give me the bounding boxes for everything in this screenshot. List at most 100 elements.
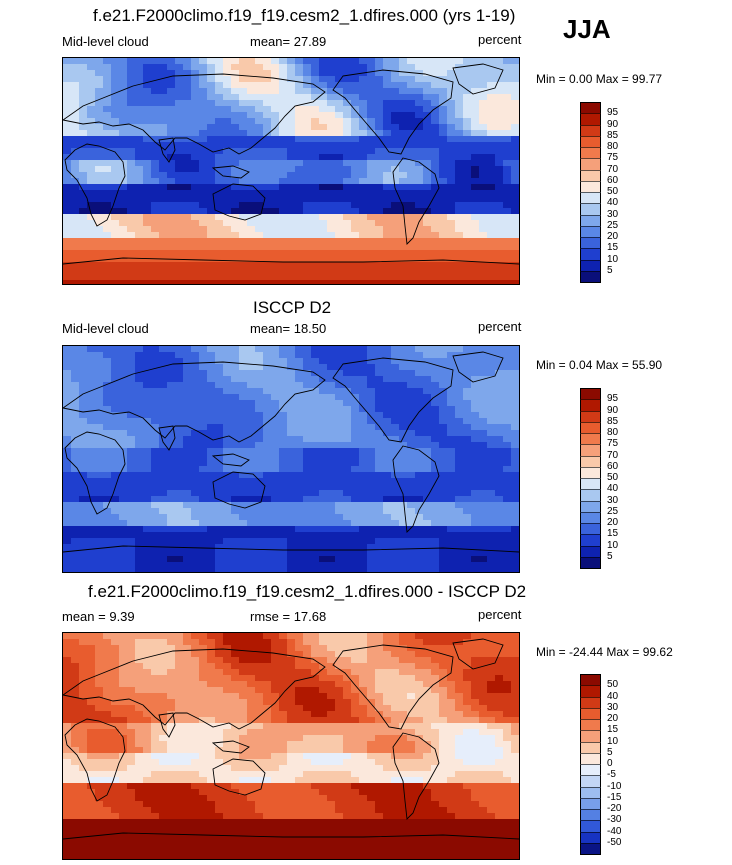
colorbar-swatch bbox=[580, 158, 601, 170]
panel-3-units-label: percent bbox=[478, 607, 522, 622]
colorbar-tick-label: 0 bbox=[607, 758, 613, 769]
coastline bbox=[63, 832, 519, 840]
colorbar-swatch bbox=[580, 764, 601, 776]
colorbar-tick-label: -20 bbox=[607, 803, 622, 814]
colorbar-swatch bbox=[580, 545, 601, 558]
colorbar-tick-label: 70 bbox=[607, 163, 619, 175]
coastline bbox=[63, 648, 326, 730]
colorbar-swatch bbox=[580, 113, 601, 125]
colorbar-tick-label: 75 bbox=[607, 152, 619, 164]
coastline bbox=[64, 718, 126, 802]
coastline bbox=[452, 638, 504, 670]
colorbar-tick-label: 80 bbox=[607, 141, 619, 152]
coastline bbox=[392, 157, 440, 245]
panel-1-map bbox=[62, 57, 520, 285]
colorbar-tick-label: 95 bbox=[607, 393, 619, 405]
colorbar-tick-label: 85 bbox=[607, 415, 619, 427]
colorbar-swatch bbox=[580, 786, 601, 799]
panel-1-mean-label: mean= 27.89 bbox=[250, 34, 327, 49]
colorbar-tick-label: 40 bbox=[607, 197, 619, 209]
colorbar-swatch bbox=[580, 192, 601, 204]
colorbar-tick-label: -50 bbox=[607, 836, 622, 848]
panel-3-colorbar: 50 40 30 20 15 10 5 0 -5 -10 -15 -20 -30 -40 -50 bbox=[580, 674, 640, 855]
colorbar-tick-label: 75 bbox=[607, 438, 619, 450]
colorbar-tick-label: 15 bbox=[607, 528, 619, 540]
colorbar-tick-label: -10 bbox=[607, 780, 622, 792]
colorbar-tick-label: 80 bbox=[607, 427, 619, 438]
coastline bbox=[64, 143, 126, 227]
colorbar-tick-label: 10 bbox=[607, 735, 619, 747]
coastline bbox=[64, 431, 126, 515]
coastline bbox=[332, 69, 454, 155]
panel-1-colorbar: 95 90 85 80 75 70 60 50 40 30 25 20 15 10 5 bbox=[580, 102, 640, 283]
colorbar-swatch bbox=[580, 421, 601, 434]
panel-1-minmax: Min = 0.00 Max = 99.77 bbox=[536, 72, 663, 86]
colorbar-tick-label: 90 bbox=[607, 404, 619, 416]
colorbar-tick-label: 20 bbox=[607, 231, 619, 242]
colorbar-swatch bbox=[580, 511, 601, 524]
panel-2-map bbox=[62, 345, 520, 573]
colorbar-swatch bbox=[580, 797, 601, 810]
coastline bbox=[452, 351, 504, 383]
colorbar-swatch bbox=[580, 730, 601, 742]
colorbar-swatch bbox=[580, 489, 601, 501]
panel-1-title: f.e21.F2000climo.f19_f19.cesm2_1.dfires.… bbox=[93, 6, 516, 25]
colorbar-swatch bbox=[580, 102, 601, 114]
colorbar-swatch bbox=[580, 248, 601, 260]
colorbar-swatch bbox=[580, 478, 601, 490]
coastline bbox=[158, 425, 176, 451]
coastline bbox=[158, 712, 176, 738]
coastline bbox=[158, 137, 176, 163]
colorbar-tick-label: 5 bbox=[607, 550, 613, 562]
colorbar-swatch bbox=[580, 203, 601, 215]
coastline bbox=[63, 361, 326, 443]
colorbar-tick-label: 60 bbox=[607, 174, 619, 186]
coastline bbox=[212, 471, 266, 509]
colorbar-swatch bbox=[580, 752, 601, 765]
colorbar-swatch bbox=[580, 270, 601, 283]
colorbar-swatch bbox=[580, 147, 601, 159]
coastline bbox=[63, 545, 519, 553]
colorbar-tick-label: 15 bbox=[607, 242, 619, 254]
colorbar-swatch bbox=[580, 556, 601, 569]
colorbar-swatch bbox=[580, 809, 601, 821]
colorbar-swatch bbox=[580, 820, 601, 832]
panel-3-map bbox=[62, 632, 520, 860]
colorbar-swatch bbox=[580, 388, 601, 400]
colorbar-swatch bbox=[580, 831, 601, 844]
panel-2-units-label: percent bbox=[478, 319, 522, 334]
colorbar-swatch bbox=[580, 259, 601, 272]
coastline bbox=[392, 732, 440, 820]
panel-1-variable-label: Mid-level cloud bbox=[62, 34, 149, 49]
colorbar-tick-label: -15 bbox=[607, 791, 622, 803]
coastline bbox=[211, 165, 250, 179]
colorbar-tick-label: 90 bbox=[607, 118, 619, 130]
coastline bbox=[211, 740, 250, 754]
colorbar-swatch bbox=[580, 685, 601, 697]
colorbar-tick-label: 85 bbox=[607, 129, 619, 141]
panel-2-variable-label: Mid-level cloud bbox=[62, 321, 149, 336]
coastline bbox=[332, 644, 454, 730]
colorbar-swatch bbox=[580, 180, 601, 193]
coastline bbox=[63, 73, 326, 155]
colorbar-tick-label: 30 bbox=[607, 208, 619, 220]
colorbar-swatch bbox=[580, 674, 601, 686]
colorbar-tick-label: 50 bbox=[607, 186, 619, 197]
colorbar-tick-label: 40 bbox=[607, 483, 619, 495]
colorbar-tick-label: 70 bbox=[607, 449, 619, 461]
colorbar-tick-label: -30 bbox=[607, 814, 622, 826]
colorbar-swatch bbox=[580, 124, 601, 137]
panel-3-mean-label: mean = 9.39 bbox=[62, 609, 135, 624]
colorbar-tick-label: 25 bbox=[607, 219, 619, 231]
colorbar-swatch bbox=[580, 214, 601, 227]
colorbar-swatch bbox=[580, 399, 601, 411]
colorbar-swatch bbox=[580, 741, 601, 754]
season-label: JJA bbox=[563, 14, 611, 44]
colorbar-tick-label: 50 bbox=[607, 472, 619, 483]
panel-3-rmse-label: rmse = 17.68 bbox=[250, 609, 327, 624]
colorbar-swatch bbox=[580, 410, 601, 423]
coastline bbox=[452, 63, 504, 95]
colorbar-tick-label: 30 bbox=[607, 701, 619, 713]
colorbar-tick-label: -5 bbox=[607, 769, 616, 781]
colorbar-tick-label: 20 bbox=[607, 713, 619, 724]
